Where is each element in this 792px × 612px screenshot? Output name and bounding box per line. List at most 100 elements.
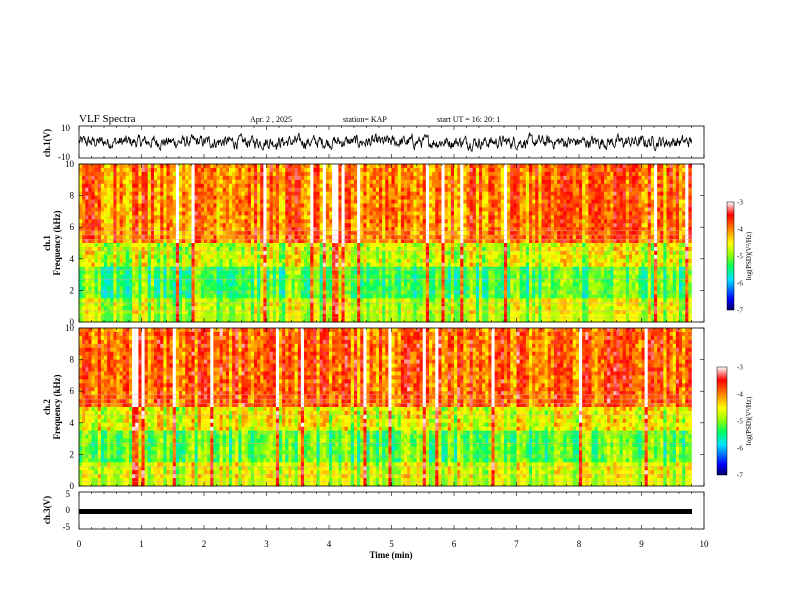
- spectrogram-cell: [191, 278, 195, 283]
- spectrogram-cell: [185, 219, 189, 224]
- spectrogram-cell: [382, 191, 386, 196]
- spectrogram-cell: [188, 235, 192, 240]
- spectrogram-cell: [419, 254, 424, 260]
- spectrogram-cell: [91, 203, 95, 208]
- spectrogram-cell: [444, 318, 449, 323]
- spectrogram-cell: [319, 262, 324, 267]
- spectrogram-cell: [282, 183, 286, 188]
- spectrogram-cell: [397, 294, 402, 299]
- spectrogram-cell: [235, 215, 239, 220]
- spectrogram-cell: [444, 175, 449, 181]
- spectrogram-cell: [454, 310, 458, 315]
- spectrogram-cell: [150, 258, 155, 264]
- spectrogram-cell: [357, 227, 361, 232]
- spectrogram-cell: [213, 290, 217, 295]
- spectrogram-cell: [416, 231, 420, 236]
- spectrogram-cell: [444, 314, 449, 319]
- spectrogram-cell: [229, 282, 233, 287]
- spectrogram-cell: [119, 243, 124, 248]
- spectrogram-cell: [344, 310, 349, 315]
- spectrogram-cell: [335, 246, 339, 252]
- spectrogram-cell: [447, 310, 452, 315]
- spectrogram-cell: [110, 254, 114, 260]
- spectrogram-cell: [338, 231, 342, 236]
- spectrogram-cell: [407, 314, 411, 319]
- spectrogram-cell: [394, 314, 399, 319]
- spectrogram-cell: [363, 211, 367, 216]
- spectrogram-cell: [122, 262, 127, 267]
- spectrogram-cell: [79, 191, 83, 196]
- spectrogram-cell: [207, 266, 211, 271]
- spectrogram-cell: [413, 167, 417, 173]
- spectrogram-cell: [119, 282, 124, 287]
- spectrogram-cell: [144, 278, 149, 283]
- spectrogram-cell: [410, 258, 414, 264]
- spectrogram-cell: [200, 207, 205, 212]
- spectrogram-cell: [360, 199, 364, 204]
- spectrogram-cell: [325, 223, 330, 228]
- spectrogram-cell: [357, 314, 361, 319]
- spectrogram-cell: [132, 223, 136, 228]
- spectrogram-cell: [129, 179, 133, 185]
- spectrogram-cell: [400, 183, 405, 188]
- spectrogram-cell: [200, 298, 205, 303]
- spectrogram-cell: [144, 302, 149, 307]
- spectrogram-cell: [200, 211, 205, 216]
- spectrogram-cell: [354, 223, 358, 228]
- spectrogram-cell: [372, 195, 377, 200]
- spectrogram-cell: [372, 246, 377, 252]
- spectrogram-cell: [141, 183, 145, 188]
- spectrogram-cell: [413, 286, 417, 291]
- spectrogram-cell: [304, 290, 308, 295]
- spectrogram-cell: [166, 199, 170, 204]
- spectrogram-cell: [219, 171, 224, 177]
- spectrogram-cell: [422, 203, 427, 208]
- spectrogram-cell: [154, 219, 158, 224]
- spectrogram-cell: [160, 199, 164, 204]
- spectrogram-cell: [135, 282, 139, 287]
- spectrogram-cell: [91, 179, 95, 185]
- spectrogram-cell: [197, 167, 202, 173]
- spectrogram-cell: [104, 223, 108, 228]
- spectrogram-cell: [388, 227, 392, 232]
- spectrogram-cell: [100, 195, 105, 200]
- spectrogram-cell: [385, 274, 389, 279]
- spectrogram-cell: [122, 258, 127, 264]
- spectrogram-cell: [122, 310, 127, 315]
- spectrogram-cell: [197, 179, 202, 185]
- spectrogram-cell: [191, 175, 195, 181]
- spectrogram-cell: [416, 262, 420, 267]
- spectrogram-cell: [204, 250, 208, 256]
- spectrogram-cell: [313, 250, 317, 256]
- spectrogram-cell: [79, 195, 83, 200]
- spectrogram-cell: [150, 314, 155, 319]
- spectrogram-cell: [379, 306, 383, 311]
- spectrogram-cell: [125, 286, 130, 291]
- spectrogram-cell: [319, 215, 324, 220]
- spectrogram-cell: [357, 270, 361, 275]
- spectrogram-cell: [413, 179, 417, 185]
- spectrogram-cell: [88, 227, 92, 232]
- spectrogram-cell: [135, 215, 139, 220]
- spectrogram-cell: [232, 175, 236, 181]
- spectrogram-cell: [419, 223, 424, 228]
- spectrogram-cell: [416, 310, 420, 315]
- spectrogram-cell: [94, 199, 99, 204]
- spectrogram-cell: [410, 294, 414, 299]
- spectrogram-cell: [175, 207, 180, 212]
- spectrogram-cell: [369, 171, 374, 177]
- spectrogram-cell: [404, 266, 408, 271]
- spectrogram-cell: [179, 286, 183, 291]
- spectrogram-cell: [179, 164, 183, 169]
- spectrogram-cell: [119, 179, 124, 185]
- spectrogram-cell: [197, 171, 202, 177]
- spectrogram-cell: [272, 298, 277, 303]
- spectrogram-cell: [210, 250, 214, 256]
- spectrogram-cell: [147, 219, 152, 224]
- spectrogram-cell: [247, 235, 252, 240]
- spectrogram-cell: [163, 195, 167, 200]
- spectrogram-cell: [266, 262, 270, 267]
- spectrogram-cell: [210, 167, 214, 173]
- spectrogram-cell: [332, 302, 336, 307]
- spectrogram-cell: [229, 187, 233, 192]
